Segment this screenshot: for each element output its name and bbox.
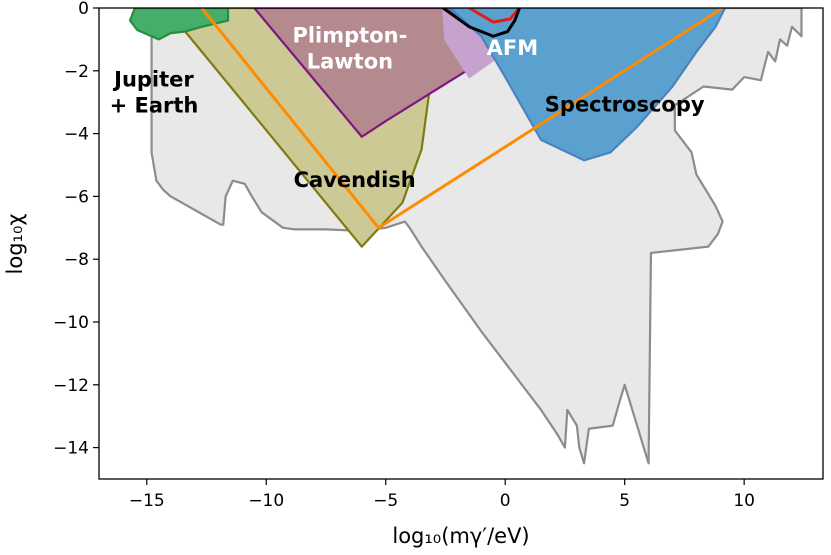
- label-jupiter-earth-line1: Jupiter: [112, 68, 194, 92]
- y-tick-label: −6: [64, 187, 89, 207]
- y-tick-label: −8: [64, 250, 89, 270]
- label-plimpton-lawton-line1: Plimpton-: [292, 24, 407, 48]
- y-tick-label: −14: [53, 439, 89, 459]
- y-tick-label: −4: [64, 125, 89, 145]
- line-black-projection: [442, 8, 521, 38]
- region-labels: Cavendish Plimpton-Lawton AFM Spectroscopy J…: [110, 24, 705, 192]
- x-tick-label: 5: [619, 491, 630, 511]
- label-spectroscopy: Spectroscopy: [545, 93, 705, 117]
- x-tick-label: −5: [373, 491, 398, 511]
- plot-frame: [98, 7, 824, 480]
- x-axis-ticks: −15 −10 −5 0 5 10: [129, 479, 755, 511]
- line-red-projection: [468, 8, 521, 24]
- plot-regions: [128, 8, 803, 465]
- x-tick-label: −15: [129, 491, 165, 511]
- y-tick-label: −12: [53, 376, 89, 396]
- y-tick-label: −2: [64, 62, 89, 82]
- y-tick-label: −10: [53, 313, 89, 333]
- region-spectroscopy: [449, 8, 727, 162]
- x-tick-label: 0: [500, 491, 511, 511]
- plot-lines: [200, 8, 724, 230]
- y-axis-label: log₁₀χ: [3, 214, 27, 275]
- y-axis-ticks: 0 −2 −4 −6 −8 −10 −12 −14: [53, 0, 99, 459]
- x-axis-label: log₁₀(mγ′/eV): [392, 524, 529, 548]
- label-plimpton-lawton-line2: Lawton: [307, 50, 393, 74]
- x-tick-label: 10: [733, 491, 755, 511]
- region-jupiter-earth: [128, 8, 230, 41]
- label-afm: AFM: [487, 36, 539, 60]
- line-orange-projection: [200, 8, 724, 230]
- y-tick-label: 0: [78, 0, 89, 19]
- label-jupiter-earth-line2: + Earth: [110, 94, 199, 118]
- x-tick-label: −10: [248, 491, 284, 511]
- label-cavendish: Cavendish: [294, 168, 416, 192]
